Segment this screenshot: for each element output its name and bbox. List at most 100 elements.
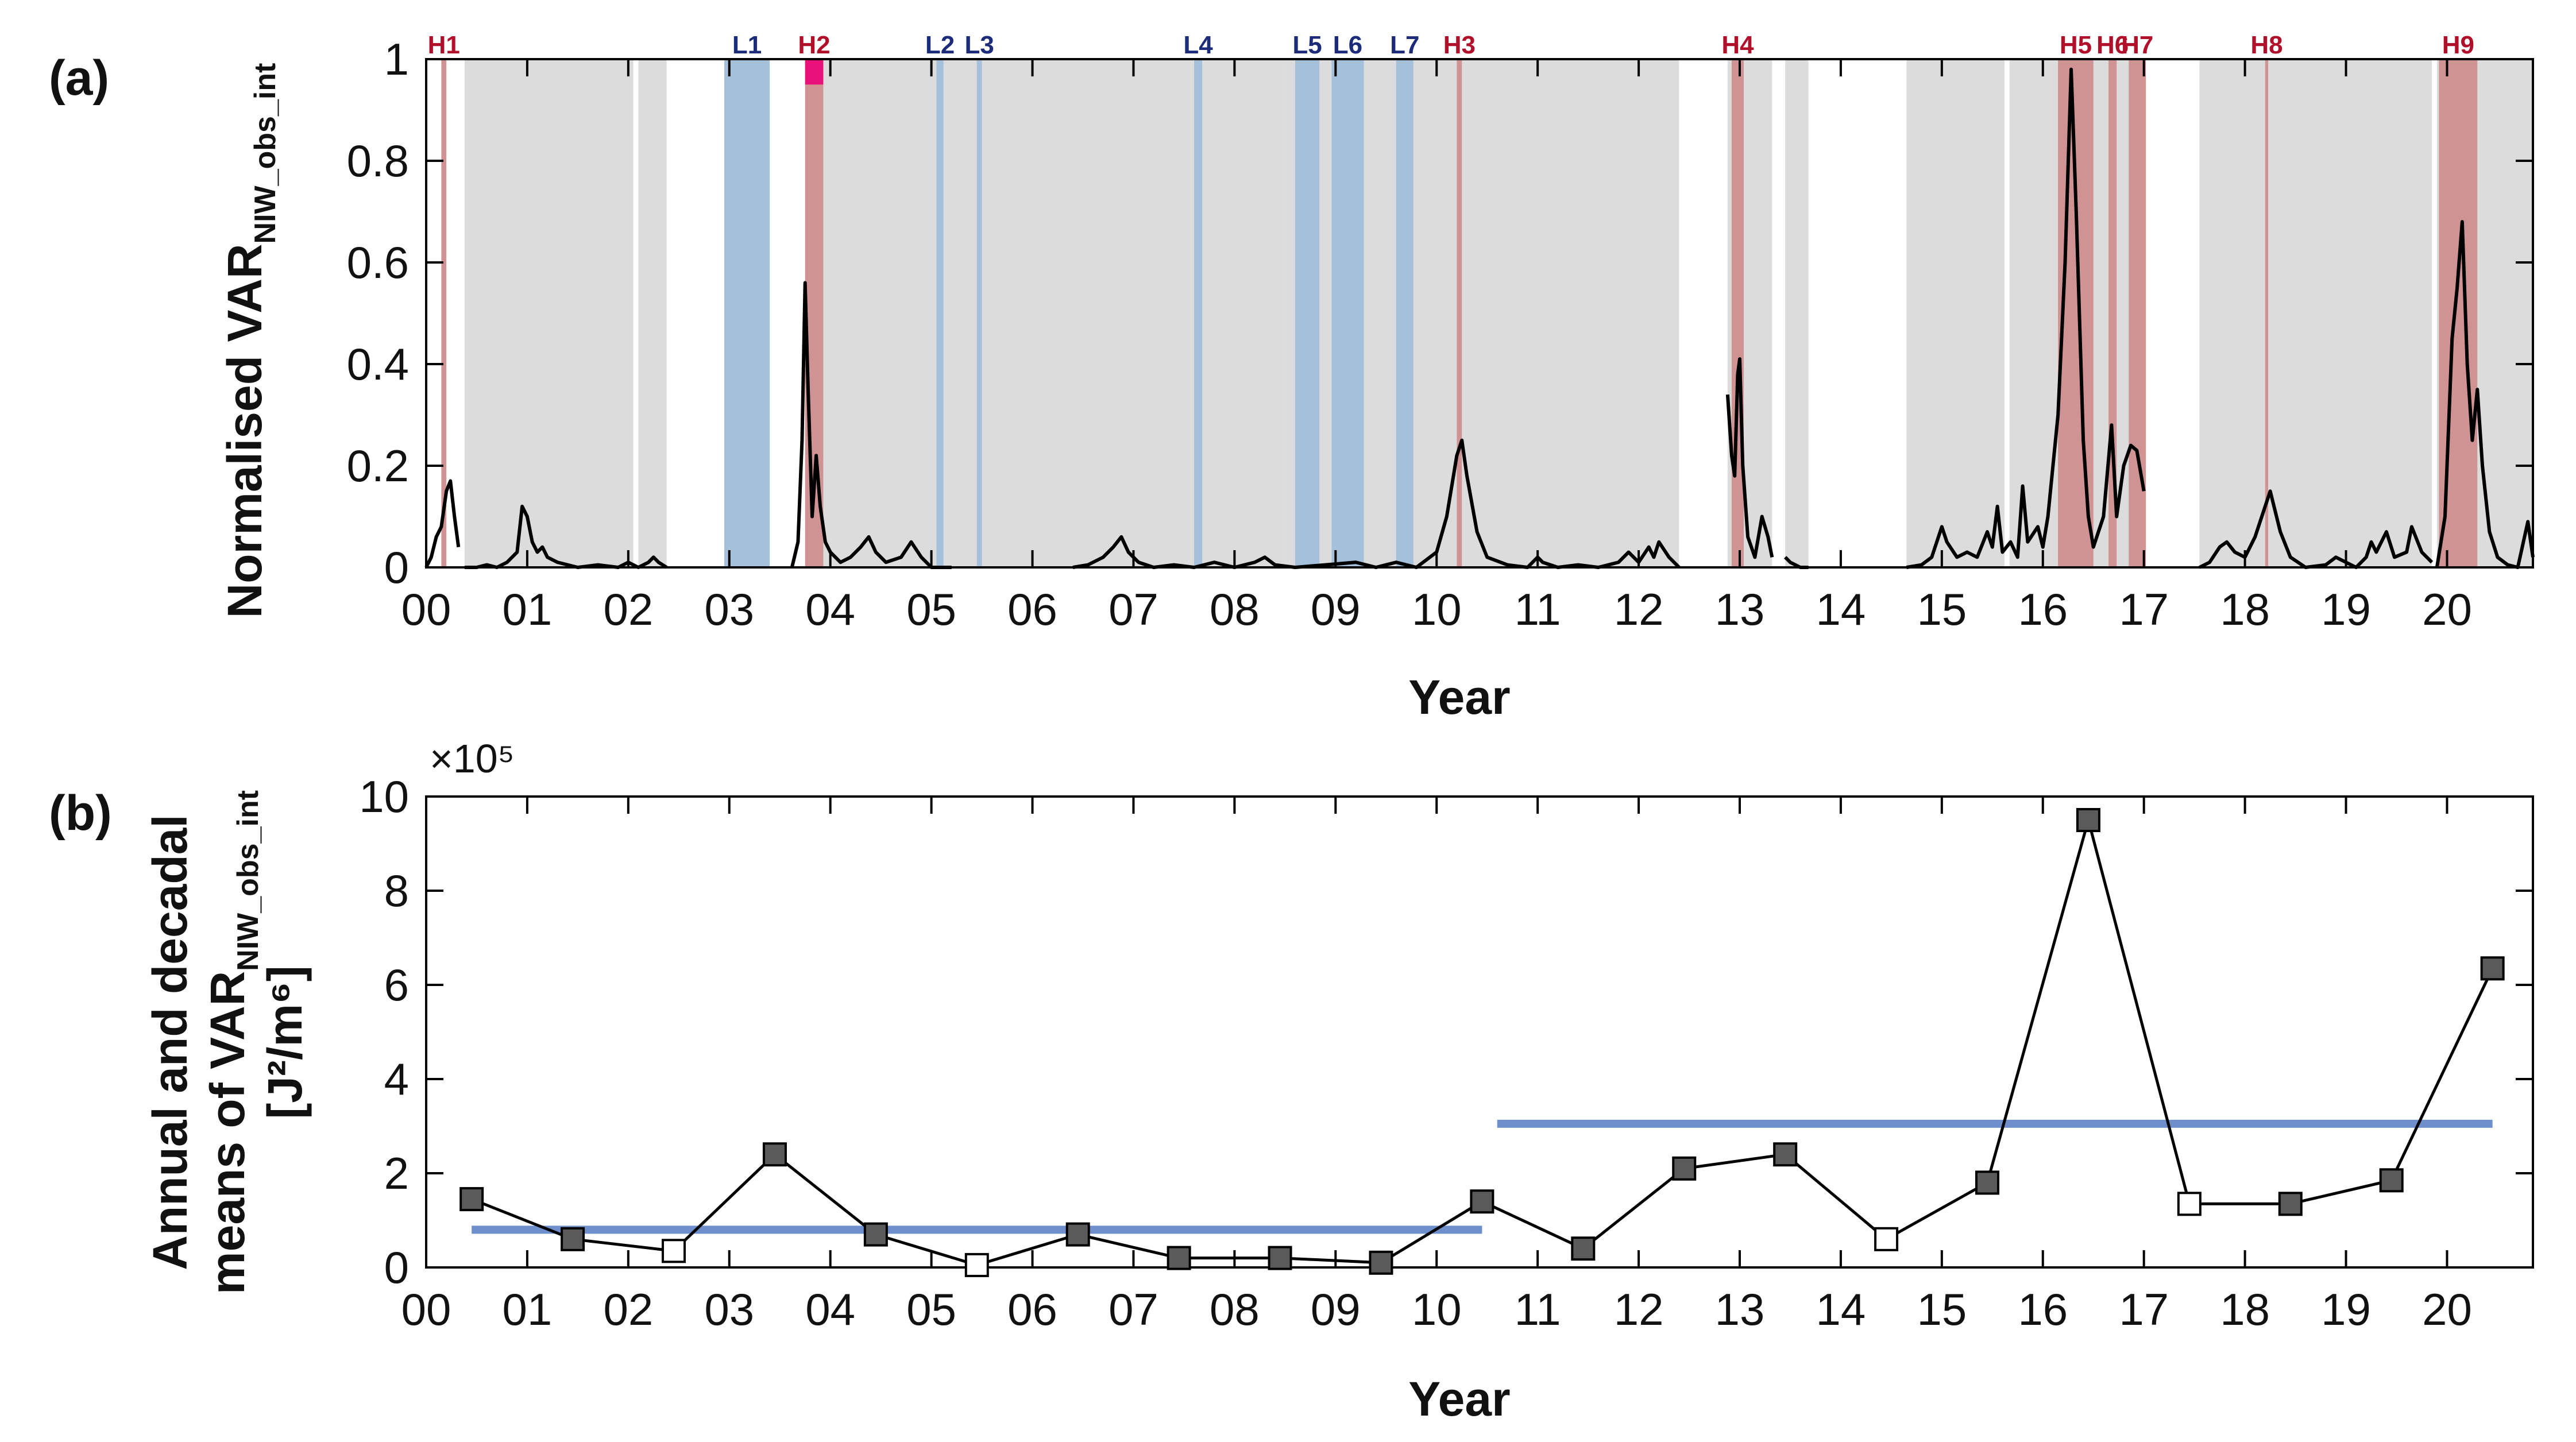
b-x-tick-label-15: 15 [1917, 1284, 1967, 1335]
panel-b-y-title-main: means of VAR [200, 971, 254, 1294]
event-label-l1: L1 [732, 31, 762, 59]
x-tick-label-09: 09 [1311, 584, 1361, 635]
event-label-l3: L3 [965, 31, 994, 59]
event-label-l7: L7 [1390, 31, 1419, 59]
x-tick-label-01: 01 [503, 584, 553, 635]
x-tick-label-19: 19 [2321, 584, 2371, 635]
event-label-h6: H6 [2096, 31, 2129, 59]
b-x-tick-label-08: 08 [1210, 1284, 1260, 1335]
annual-mean-marker-16 [2076, 808, 2100, 832]
gap-band-6 [1785, 59, 1809, 567]
b-x-tick-label-01: 01 [503, 1284, 553, 1335]
event-label-h9: H9 [2442, 31, 2474, 59]
panel-a-y-title-main: Normalised VAR [218, 243, 272, 618]
panel-a-axes: 00 01 02 03 04 05 06 07 08 09 10 11 12 13 14 15 16 17 18 19… [347, 34, 2534, 635]
panel-a-y-title: Normalised VARNIW_obs_int [218, 63, 282, 618]
event-label-h7: H7 [2121, 31, 2153, 59]
x-tick-label-07: 07 [1109, 584, 1158, 635]
event-band-h8 [2265, 59, 2269, 567]
x-tick-label-12: 12 [1614, 584, 1664, 635]
b-x-tick-label-16: 16 [2018, 1284, 2068, 1335]
b-x-tick-label-04: 04 [805, 1284, 855, 1335]
b-x-tick-label-18: 18 [2220, 1284, 2270, 1335]
x-tick-label-08: 08 [1210, 584, 1260, 635]
annual-mean-marker-08 [1268, 1246, 1292, 1270]
b-x-tick-label-17: 17 [2119, 1284, 2169, 1335]
b-x-tick-label-00: 00 [401, 1284, 451, 1335]
x-tick-label-02: 02 [603, 584, 653, 635]
panel-b-decadal-means [472, 1119, 2493, 1234]
annual-mean-marker-00 [459, 1187, 484, 1212]
event-band-l4 [1194, 59, 1203, 567]
annual-mean-marker-13 [1773, 1142, 1798, 1167]
gap-band-9 [2199, 59, 2432, 567]
annual-mean-marker-15 [1975, 1170, 2000, 1195]
series-segment-2 [790, 281, 952, 569]
event-band-l5 [1295, 59, 1320, 567]
x-tick-label-20: 20 [2422, 584, 2472, 635]
annual-mean-marker-10 [1470, 1189, 1494, 1214]
panel-b-annual-markers [459, 808, 2505, 1277]
event-label-h8: H8 [2250, 31, 2283, 59]
panel-b-label: (b) [49, 786, 112, 841]
b-x-tick-label-20: 20 [2422, 1284, 2472, 1335]
b-x-tick-label-06: 06 [1007, 1284, 1057, 1335]
event-label-h1: H1 [428, 31, 460, 59]
x-tick-label-04: 04 [805, 584, 855, 635]
b-x-tick-label-13: 13 [1715, 1284, 1765, 1335]
gap-band-0 [464, 59, 634, 567]
y-tick-label-2: 0.4 [347, 339, 409, 389]
annual-mean-marker-09 [1369, 1250, 1393, 1275]
b-x-tick-label-02: 02 [603, 1284, 653, 1335]
panel-a-shading [441, 59, 2533, 567]
event-label-l2: L2 [925, 31, 955, 59]
event-label-l6: L6 [1333, 31, 1362, 59]
b-x-tick-label-07: 07 [1109, 1284, 1158, 1335]
panel-b-y-title-line1: Annual and decadal [143, 814, 197, 1270]
b-y-tick-label-1: 2 [384, 1148, 409, 1199]
y-tick-label-0: 0 [384, 542, 409, 593]
x-tick-label-16: 16 [2018, 584, 2068, 635]
event-label-l4: L4 [1183, 31, 1213, 59]
b-x-tick-label-10: 10 [1412, 1284, 1462, 1335]
series-segment-4 [1725, 357, 1774, 559]
y-tick-label-1: 0.2 [347, 440, 409, 491]
annual-mean-marker-14 [1874, 1227, 1899, 1251]
panel-b-frame [425, 795, 2534, 1269]
series-segment-1 [464, 504, 668, 569]
annual-mean-marker-18 [2278, 1192, 2303, 1216]
annual-mean-marker-12 [1672, 1156, 1697, 1181]
b-y-tick-label-2: 4 [384, 1054, 409, 1104]
x-tick-label-03: 03 [704, 584, 754, 635]
gap-band-1 [638, 59, 667, 567]
b-x-tick-label-03: 03 [704, 1284, 754, 1335]
annual-mean-marker-05 [964, 1252, 989, 1277]
event-band-l2 [936, 59, 944, 567]
x-tick-label-15: 15 [1917, 584, 1967, 635]
b-x-tick-label-12: 12 [1614, 1284, 1664, 1335]
b-y-tick-label-0: 0 [384, 1242, 409, 1293]
event-band-l6 [1331, 59, 1364, 567]
series-segment-7 [2199, 489, 2434, 569]
annual-mean-marker-19 [2379, 1168, 2404, 1193]
b-x-tick-label-19: 19 [2321, 1284, 2371, 1335]
event-band-h4 [1731, 59, 1744, 567]
series-segment-6 [1906, 67, 2146, 569]
b-y-tick-label-5: 10 [359, 771, 409, 822]
event-band-l1 [724, 59, 770, 567]
panel-b: (b) ×10⁵ 00 01 02 03 04 05 06 07 08 09 10 11 12 13 14 1… [49, 736, 2534, 1426]
annual-mean-marker-07 [1167, 1246, 1191, 1270]
panel-b-y-title-units: [J²/m⁶] [258, 965, 312, 1119]
h2-peak-marker [805, 59, 824, 85]
x-tick-label-18: 18 [2220, 584, 2270, 635]
x-tick-label-10: 10 [1412, 584, 1462, 635]
event-label-h5: H5 [2060, 31, 2092, 59]
x-tick-label-00: 00 [401, 584, 451, 635]
panel-a-label: (a) [49, 51, 109, 106]
x-tick-label-17: 17 [2119, 584, 2169, 635]
panel-b-y-title-line2: means of VARNIW_obs_int [200, 790, 265, 1294]
event-label-l5: L5 [1292, 31, 1322, 59]
panel-b-x-title: Year [1408, 1372, 1511, 1426]
